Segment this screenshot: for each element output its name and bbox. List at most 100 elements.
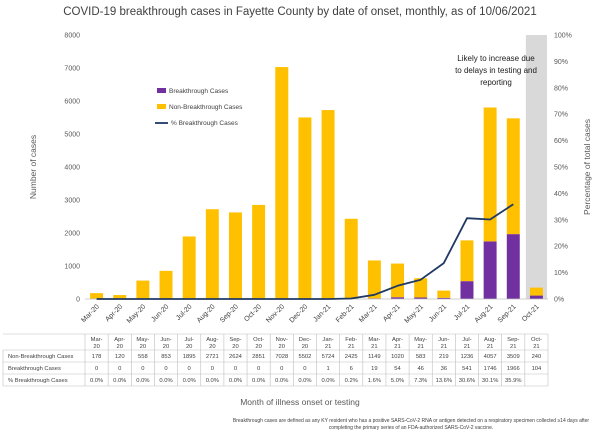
table-header-Apr-21-month: Apr- xyxy=(392,337,403,343)
table-cell-percent-Aug-21: 30.1% xyxy=(482,378,498,384)
table-cell-percent-Jun-20: 0.0% xyxy=(159,378,172,384)
table-header-Apr-21-year: 21 xyxy=(394,344,400,350)
table-cell-percent-Aug-20: 0.0% xyxy=(206,378,219,384)
x-tick-Mar-21: Mar-21 xyxy=(358,303,379,324)
legend: Breakthrough Cases Non-Breakthrough Case… xyxy=(155,88,243,127)
table-cell-breakthrough-Feb-21: 6 xyxy=(350,366,353,372)
x-tick-Oct-21: Oct-21 xyxy=(521,303,541,323)
table-cell-percent-Dec-20: 0.0% xyxy=(298,378,311,384)
table-cell-breakthrough-Jul-21: 541 xyxy=(462,366,472,372)
x-tick-Apr-21: Apr-21 xyxy=(382,303,402,323)
table-cell-breakthrough-Mar-20: 0 xyxy=(95,366,98,372)
table-cell-percent-Sep-20: 0.0% xyxy=(229,378,242,384)
bar-non-breakthrough-May-20 xyxy=(136,280,150,299)
table-header-Nov-20-month: Nov- xyxy=(276,337,288,343)
x-tick-Feb-21: Feb-21 xyxy=(335,303,356,324)
bar-breakthrough-Aug-21 xyxy=(483,241,497,299)
y-tick-3000: 3000 xyxy=(64,198,80,205)
table-header-May-20-year: 20 xyxy=(140,344,146,350)
bar-breakthrough-Apr-21 xyxy=(391,297,405,299)
table-header-Sep-21-month: Sep- xyxy=(507,337,519,343)
table-cell-percent-Apr-20: 0.0% xyxy=(113,378,126,384)
table-cell-percent-Jun-21: 13.6% xyxy=(436,378,452,384)
table-header-Jun-21-month: Jun- xyxy=(438,337,449,343)
table-cell-percent-Feb-21: 0.2% xyxy=(345,378,358,384)
table-header-Oct-20-year: 20 xyxy=(255,344,261,350)
table-cell-percent-Jul-20: 0.0% xyxy=(183,378,196,384)
bar-non-breakthrough-Aug-21 xyxy=(483,107,497,242)
table-cell-non-breakthrough-Jul-21: 1236 xyxy=(461,354,474,360)
bar-breakthrough-Jun-21 xyxy=(437,297,451,299)
table-cell-non-breakthrough-May-21: 583 xyxy=(416,354,426,360)
table-header-Mar-20-year: 20 xyxy=(93,344,99,350)
table-header-Nov-20-year: 20 xyxy=(279,344,285,350)
y2-tick-70%: 70% xyxy=(554,112,568,119)
table-header-Jul-20-month: Jul- xyxy=(185,337,194,343)
table-header-Apr-20-year: 20 xyxy=(116,344,122,350)
table-header-Jun-20-year: 20 xyxy=(163,344,169,350)
bars-layer xyxy=(90,67,543,300)
table-cell-percent-May-21: 7.3% xyxy=(414,378,427,384)
y-tick-5000: 5000 xyxy=(64,132,80,139)
table-header-May-20-month: May- xyxy=(136,337,149,343)
table-cell-breakthrough-Oct-21: 104 xyxy=(532,366,542,372)
x-tick-Sep-20: Sep-20 xyxy=(219,303,240,324)
x-tick-May-20: May-20 xyxy=(126,303,148,325)
table-cell-non-breakthrough-Sep-20: 2624 xyxy=(229,354,243,360)
table-header-Apr-20-month: Apr- xyxy=(114,337,125,343)
x-tick-Aug-20: Aug-20 xyxy=(196,303,217,324)
legend-swatch-non-breakthrough xyxy=(157,104,166,109)
table-cell-percent-Apr-21: 5.0% xyxy=(391,378,404,384)
table-header-Mar-21-year: 21 xyxy=(371,344,377,350)
y2-tick-40%: 40% xyxy=(554,191,568,198)
y2-tick-60%: 60% xyxy=(554,138,568,145)
chart-title: COVID-19 breakthrough cases in Fayette C… xyxy=(63,6,537,18)
y2-tick-20%: 20% xyxy=(554,244,568,251)
annotation-note: Likely to increase due to delays in test… xyxy=(455,54,537,87)
table-cell-non-breakthrough-Jun-21: 219 xyxy=(439,354,449,360)
y-tick-6000: 6000 xyxy=(64,99,80,106)
footnote: Breakthrough cases are defined as any KY… xyxy=(232,418,590,431)
table-header-Mar-20-month: Mar- xyxy=(91,337,103,343)
table-row-label-non-breakthrough: Non-Breakthrough Cases xyxy=(8,354,74,360)
table-cell-non-breakthrough-Apr-20: 120 xyxy=(115,354,125,360)
legend-label-non-breakthrough: Non-Breakthrough Cases xyxy=(169,104,243,111)
annotation-line-1: Likely to increase due xyxy=(457,54,535,63)
bar-non-breakthrough-May-21 xyxy=(414,278,428,298)
bar-non-breakthrough-Jul-21 xyxy=(460,240,474,282)
bar-non-breakthrough-Aug-20 xyxy=(205,209,219,299)
y2-tick-10%: 10% xyxy=(554,270,568,277)
table-header-Aug-21-month: Aug- xyxy=(484,337,496,343)
x-tick-May-21: May-21 xyxy=(404,303,426,325)
table-header-Aug-20-month: Aug- xyxy=(206,337,218,343)
x-tick-Jul-20: Jul-20 xyxy=(175,303,194,322)
x-tick-Dec-20: Dec-20 xyxy=(288,303,309,324)
y2-axis-ticks: 0% 10% 20% 30% 40% 50% 60% 70% 80% 90% 100% xyxy=(554,33,572,304)
table-cell-breakthrough-Jan-21: 1 xyxy=(326,366,329,372)
table-cell-non-breakthrough-Oct-21: 240 xyxy=(532,354,542,360)
y-tick-8000: 8000 xyxy=(64,33,80,40)
table-cell-breakthrough-Aug-20: 0 xyxy=(211,366,214,372)
x-tick-Jan-21: Jan-21 xyxy=(312,303,332,323)
table-cell-percent-May-20: 0.0% xyxy=(136,378,149,384)
table-cell-breakthrough-Jun-20: 0 xyxy=(164,366,167,372)
table-cell-non-breakthrough-Mar-20: 178 xyxy=(92,354,102,360)
y-tick-4000: 4000 xyxy=(64,165,80,172)
table-header-Mar-21-month: Mar- xyxy=(368,337,380,343)
y-axis-ticks: 0 1000 2000 3000 4000 5000 6000 7000 8000 xyxy=(64,33,80,304)
x-tick-Sep-21: Sep-21 xyxy=(497,303,518,324)
x-tick-Oct-20: Oct-20 xyxy=(243,303,263,323)
table-header-Oct-20-month: Oct- xyxy=(253,337,264,343)
bar-non-breakthrough-Mar-21 xyxy=(367,260,381,299)
bar-breakthrough-Jul-21 xyxy=(460,281,474,299)
table-cell-percent-Sep-21: 35.9% xyxy=(505,378,521,384)
table-cell-breakthrough-May-20: 0 xyxy=(141,366,144,372)
table-header-Dec-20-year: 20 xyxy=(302,344,308,350)
table-header-Aug-21-year: 21 xyxy=(487,344,493,350)
shaded-region-layer xyxy=(525,35,547,299)
y2-tick-30%: 30% xyxy=(554,217,568,224)
x-tick-Jun-21: Jun-21 xyxy=(428,303,448,323)
y2-tick-90%: 90% xyxy=(554,59,568,66)
x-tick-Jul-21: Jul-21 xyxy=(453,303,472,322)
